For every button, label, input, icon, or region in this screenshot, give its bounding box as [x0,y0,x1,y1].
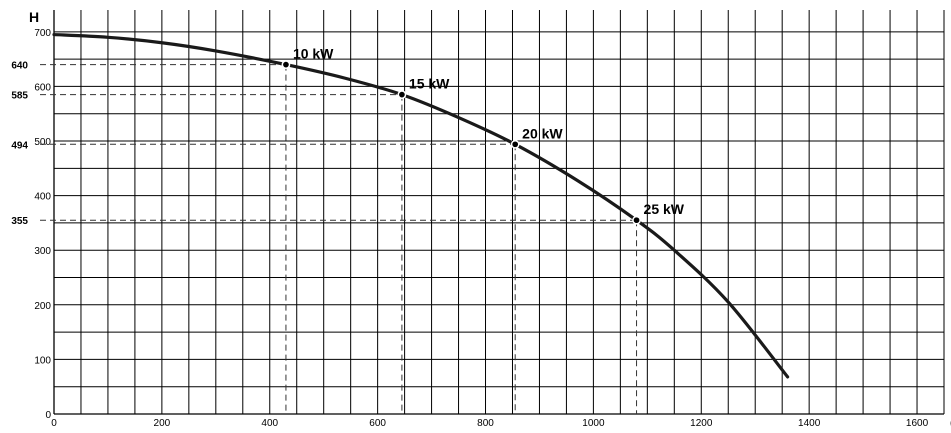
operating-point-marker [397,90,407,99]
x-tick-label: 1200 [690,418,713,429]
y-tick-label: 400 [34,192,51,203]
operating-point-marker [632,215,641,225]
operating-head-label: 585 [11,91,28,102]
y-tick-label: 700 [34,28,51,39]
y-tick-label: 300 [34,246,51,257]
y-tick-label: 100 [34,355,51,366]
x-tick-label: 1000 [582,418,605,429]
operating-head-label: 494 [11,140,28,151]
x-tick-label: 0 [51,418,57,429]
operating-point-marker [510,139,520,149]
y-axis-title: H [29,9,39,25]
x-tick-label: 600 [369,418,386,429]
x-tick-label: 1600 [906,418,929,429]
y-tick-label: 600 [34,82,51,93]
pump-curve-line [52,32,790,379]
operating-point-label: 20 kW [522,125,563,141]
operating-head-label: 640 [11,61,28,72]
y-tick-label: 200 [34,301,51,312]
operating-point-label: 10 kW [293,46,334,62]
operating-head-label: 355 [11,216,28,227]
operating-point-label: 15 kW [409,76,450,92]
x-tick-label: 400 [261,418,278,429]
operating-point-marker [281,60,291,69]
operating-point-label: 25 kW [644,201,685,217]
x-tick-label: 800 [477,418,494,429]
x-tick-label: 200 [154,418,171,429]
y-tick-label: 0 [45,410,51,421]
y-tick-label: 500 [34,137,51,148]
x-tick-label: 1400 [798,418,821,429]
